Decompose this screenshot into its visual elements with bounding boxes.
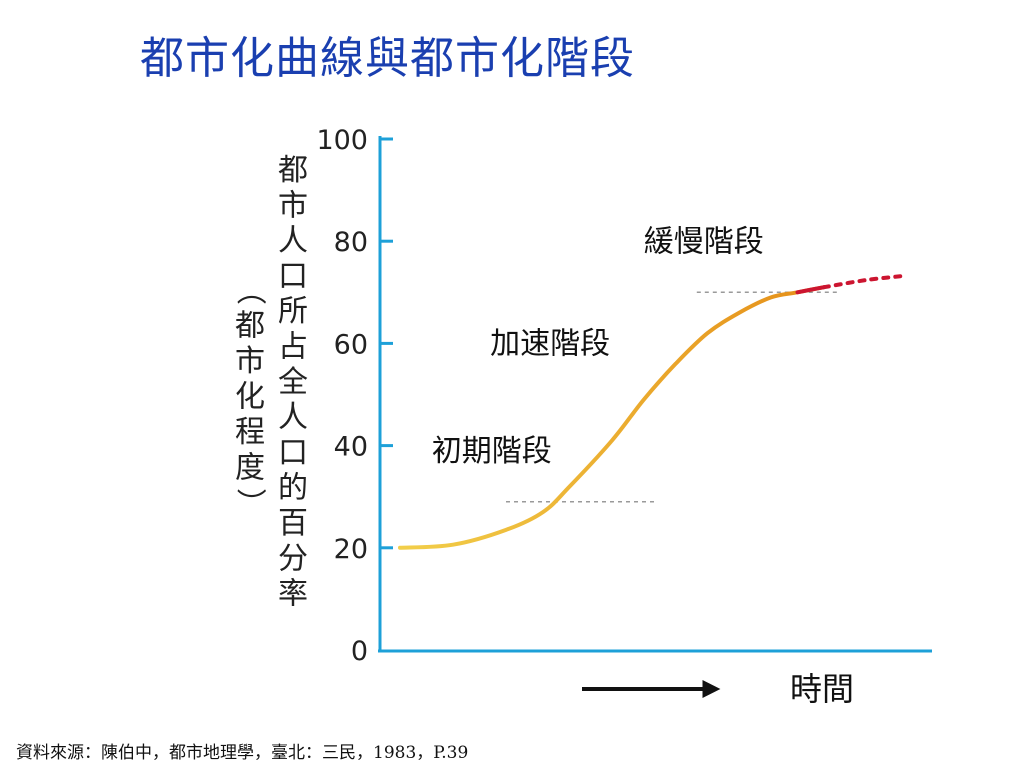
curve-main-segment <box>398 285 826 550</box>
y-tick-label: 40 <box>334 432 368 463</box>
stage-threshold-lines <box>506 291 840 503</box>
y-label-paren-char: 化 <box>235 380 265 415</box>
y-tick-label: 0 <box>351 636 368 667</box>
y-label-paren-char: 市 <box>235 344 265 379</box>
y-axis-ticks: 0 20 40 60 80 100 <box>316 125 393 667</box>
y-label-paren-char: （ <box>232 275 267 305</box>
y-tick-label: 60 <box>334 329 368 360</box>
y-label-paren-char: 都 <box>235 309 265 344</box>
urbanization-curve <box>398 273 906 550</box>
y-label-char: 百 <box>278 506 308 541</box>
y-label-char: 全 <box>278 365 308 400</box>
stage-label: 加速階段 <box>490 327 610 362</box>
y-label-paren-char: 度 <box>235 451 265 486</box>
y-label-char: 人 <box>278 224 308 259</box>
y-label-char: 人 <box>278 400 308 435</box>
x-axis-label: 時間 <box>790 670 854 708</box>
y-label-char: 都 <box>278 153 308 188</box>
y-tick-label: 80 <box>334 227 368 258</box>
y-label-paren-char: ） <box>232 488 267 518</box>
y-label-char: 口 <box>278 259 308 294</box>
y-tick-label: 20 <box>334 534 368 565</box>
curve-late-solid-segment <box>795 285 826 295</box>
y-label-char: 率 <box>278 577 308 612</box>
stage-label: 初期階段 <box>432 434 552 469</box>
page-title: 都市化曲線與都市化階段 <box>140 33 635 84</box>
source-note: 資料來源：陳伯中，都市地理學，臺北：三民，1983，P.39 <box>16 743 469 763</box>
y-label-char: 的 <box>278 471 308 506</box>
stage-labels: 初期階段 加速階段 緩慢階段 <box>432 224 764 469</box>
y-label-char: 占 <box>278 330 308 365</box>
stage-label: 緩慢階段 <box>644 224 764 259</box>
y-label-paren-char: 程 <box>235 415 265 450</box>
curve-projection-dashed-segment <box>822 273 906 290</box>
y-label-char: 口 <box>278 435 308 470</box>
y-label-char: 所 <box>278 294 308 329</box>
y-label-char: 分 <box>278 541 308 576</box>
y-label-char: 市 <box>278 188 308 223</box>
y-tick-label: 100 <box>316 125 368 156</box>
